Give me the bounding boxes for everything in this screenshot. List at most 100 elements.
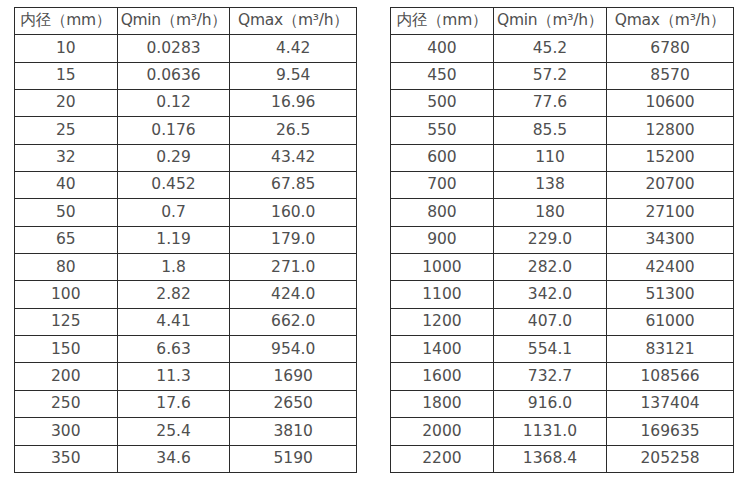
table-row: 1200407.061000 xyxy=(391,308,734,335)
table-cell: 600 xyxy=(391,144,494,171)
table-cell: 15200 xyxy=(607,144,734,171)
table-cell: 4.41 xyxy=(117,308,230,335)
table-cell: 9.54 xyxy=(230,62,357,89)
table-cell: 138 xyxy=(493,172,606,199)
table-cell: 25.4 xyxy=(117,418,230,445)
table-cell: 1400 xyxy=(391,336,494,363)
table-cell: 16.96 xyxy=(230,90,357,117)
table-cell: 2200 xyxy=(391,445,494,472)
header-row: 内径（mm） Qmin（m³/h） Qmax（m³/h） xyxy=(15,8,357,35)
table-row: 1400554.183121 xyxy=(391,336,734,363)
table-row: 60011015200 xyxy=(391,144,734,171)
table-cell: 550 xyxy=(391,117,494,144)
table-cell: 10 xyxy=(15,35,118,62)
table-cell: 85.5 xyxy=(493,117,606,144)
table-cell: 34300 xyxy=(607,226,734,253)
table-cell: 205258 xyxy=(607,445,734,472)
table-cell: 65 xyxy=(15,226,118,253)
table-cell: 150 xyxy=(15,336,118,363)
table-cell: 282.0 xyxy=(493,254,606,281)
table-cell: 43.42 xyxy=(230,144,357,171)
col-header-qmax: Qmax（m³/h） xyxy=(607,8,734,35)
table-cell: 12800 xyxy=(607,117,734,144)
table-cell: 1.8 xyxy=(117,254,230,281)
table-cell: 0.12 xyxy=(117,90,230,117)
table-cell: 27100 xyxy=(607,199,734,226)
table-cell: 67.85 xyxy=(230,172,357,199)
table-cell: 1100 xyxy=(391,281,494,308)
table-cell: 2.82 xyxy=(117,281,230,308)
table-cell: 3810 xyxy=(230,418,357,445)
table-row: 1100342.051300 xyxy=(391,281,734,308)
table-cell: 0.452 xyxy=(117,172,230,199)
table-row: 1002.82424.0 xyxy=(15,281,357,308)
table-row: 55085.512800 xyxy=(391,117,734,144)
table-cell: 1200 xyxy=(391,308,494,335)
table-cell: 200 xyxy=(15,363,118,390)
table-row: 200.1216.96 xyxy=(15,90,357,117)
table-cell: 179.0 xyxy=(230,226,357,253)
table-cell: 732.7 xyxy=(493,363,606,390)
table-cell: 450 xyxy=(391,62,494,89)
table-cell: 17.6 xyxy=(117,390,230,417)
table-row: 500.7160.0 xyxy=(15,199,357,226)
table-cell: 125 xyxy=(15,308,118,335)
table-cell: 1690 xyxy=(230,363,357,390)
table-row: 40045.26780 xyxy=(391,35,734,62)
table-cell: 8570 xyxy=(607,62,734,89)
table-cell: 15 xyxy=(15,62,118,89)
table-cell: 26.5 xyxy=(230,117,357,144)
table-cell: 5190 xyxy=(230,445,357,472)
table-cell: 916.0 xyxy=(493,390,606,417)
header-row: 内径（mm） Qmin（m³/h） Qmax（m³/h） xyxy=(391,8,734,35)
table-row: 45057.28570 xyxy=(391,62,734,89)
table-cell: 32 xyxy=(15,144,118,171)
table-body-left: 100.02834.42150.06369.54200.1216.96250.1… xyxy=(15,35,357,473)
table-cell: 45.2 xyxy=(493,35,606,62)
table-row: 22001368.4205258 xyxy=(391,445,734,472)
table-cell: 110 xyxy=(493,144,606,171)
table-row: 20001131.0169635 xyxy=(391,418,734,445)
table-cell: 350 xyxy=(15,445,118,472)
table-cell: 229.0 xyxy=(493,226,606,253)
table-body-right: 40045.2678045057.2857050077.61060055085.… xyxy=(391,35,734,473)
table-cell: 77.6 xyxy=(493,90,606,117)
table-cell: 1000 xyxy=(391,254,494,281)
table-cell: 20700 xyxy=(607,172,734,199)
table-cell: 40 xyxy=(15,172,118,199)
col-header-inner-diameter: 内径（mm） xyxy=(391,8,494,35)
table-cell: 1131.0 xyxy=(493,418,606,445)
table-cell: 1800 xyxy=(391,390,494,417)
table-cell: 137404 xyxy=(607,390,734,417)
table-cell: 6.63 xyxy=(117,336,230,363)
table-cell: 6780 xyxy=(607,35,734,62)
table-cell: 42400 xyxy=(607,254,734,281)
table-cell: 50 xyxy=(15,199,118,226)
table-row: 900229.034300 xyxy=(391,226,734,253)
table-row: 1600732.7108566 xyxy=(391,363,734,390)
table-cell: 108566 xyxy=(607,363,734,390)
table-cell: 57.2 xyxy=(493,62,606,89)
table-cell: 700 xyxy=(391,172,494,199)
table-cell: 0.176 xyxy=(117,117,230,144)
table-cell: 342.0 xyxy=(493,281,606,308)
table-cell: 169635 xyxy=(607,418,734,445)
table-cell: 500 xyxy=(391,90,494,117)
table-cell: 4.42 xyxy=(230,35,357,62)
table-cell: 407.0 xyxy=(493,308,606,335)
table-row: 50077.610600 xyxy=(391,90,734,117)
col-header-qmin: Qmin（m³/h） xyxy=(493,8,606,35)
table-row: 100.02834.42 xyxy=(15,35,357,62)
table-cell: 160.0 xyxy=(230,199,357,226)
col-header-inner-diameter: 内径（mm） xyxy=(15,8,118,35)
table-row: 35034.65190 xyxy=(15,445,357,472)
table-cell: 25 xyxy=(15,117,118,144)
table-cell: 100 xyxy=(15,281,118,308)
table-row: 20011.31690 xyxy=(15,363,357,390)
table-cell: 61000 xyxy=(607,308,734,335)
table-cell: 2650 xyxy=(230,390,357,417)
table-row: 25017.62650 xyxy=(15,390,357,417)
table-row: 1506.63954.0 xyxy=(15,336,357,363)
table-row: 80018027100 xyxy=(391,199,734,226)
table-cell: 80 xyxy=(15,254,118,281)
